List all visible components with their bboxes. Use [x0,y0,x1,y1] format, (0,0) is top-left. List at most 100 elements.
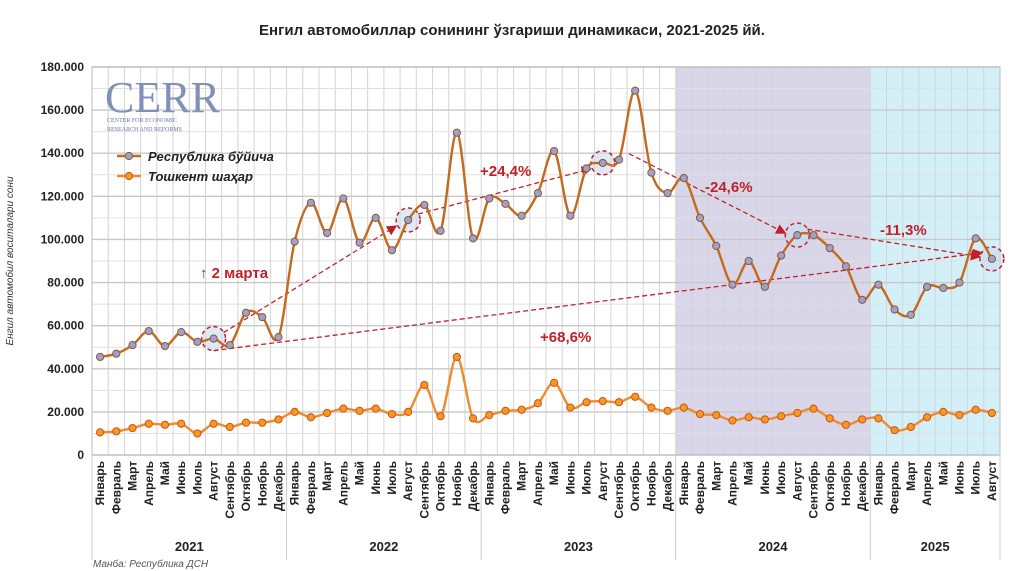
legend-marker [124,171,134,181]
data-point [971,234,980,243]
data-point [323,228,332,238]
trend-arrow [628,153,787,234]
data-point [112,349,121,358]
data-point [922,282,932,291]
x-tick-label: Декабрь [271,461,285,511]
data-point [712,411,721,420]
data-point [695,213,705,222]
data-point [387,409,397,419]
x-tick-label: Февраль [888,461,902,514]
x-tick-label: Май [936,461,950,485]
x-tick-label: Апрель [142,461,156,506]
legend-marker [124,151,134,161]
data-point [468,414,478,423]
x-tick-label: Ноябрь [255,461,269,506]
data-point [566,211,575,220]
y-tick-label: 0 [77,448,84,462]
x-tick-label: Август [790,461,804,501]
x-tick-label: Июль [774,461,788,495]
x-tick-label: Апрель [920,461,934,506]
x-tick-label: Декабрь [466,461,480,511]
data-point [160,420,170,429]
data-point [420,380,429,390]
data-point [550,146,559,156]
data-point [825,243,834,253]
x-tick-label: Март [126,461,140,491]
x-tick-label: Ноябрь [450,461,464,506]
x-tick-label: Сентябрь [807,461,821,519]
x-tick-label: Март [709,461,723,491]
data-point [468,234,478,243]
data-point [290,237,299,246]
data-point [387,246,397,255]
data-point [274,415,283,424]
data-point [96,428,105,437]
data-point [582,164,591,173]
data-point [404,407,413,416]
data-point [939,283,948,293]
x-tick-label: Апрель [336,461,350,506]
x-tick-label: Июль [969,461,983,495]
y-tick-label: 100.000 [41,232,85,246]
annotation-label: -24,6% [705,179,753,196]
data-point [744,256,753,266]
trend-arrow [213,248,984,352]
data-point [906,310,915,319]
data-point [306,413,315,422]
data-point [728,416,737,425]
x-tick-label: Февраль [693,461,707,514]
x-tick-label: Апрель [725,461,739,506]
data-point [825,414,834,423]
y-tick-label: 140.000 [41,146,85,160]
data-point [987,408,996,418]
data-point [663,406,672,415]
data-point [306,198,315,207]
x-tick-label: Январь [93,461,107,505]
x-tick-label: Февраль [498,461,512,514]
x-tick-label: Июль [580,461,594,495]
x-tick-label: Январь [288,461,302,505]
data-point [355,406,364,415]
data-point [777,412,786,421]
trend-arrow [807,228,982,261]
year-label: 2025 [921,539,950,554]
y-axis-label: Енгил автомобил воситалари сони [4,176,16,346]
data-point [614,155,624,164]
y-tick-label: 80.000 [47,276,84,290]
y-tick-label: 20.000 [47,405,84,419]
x-tick-label: Октябрь [239,461,253,511]
data-point [323,408,332,418]
y-tick-label: 180.000 [41,60,85,74]
data-point [679,173,688,183]
data-point [193,429,202,438]
data-point [355,238,364,247]
data-point [809,404,818,413]
x-tick-label: Июнь [563,461,577,495]
data-point [728,280,737,289]
data-point [452,128,461,137]
data-point [793,408,802,418]
data-point [906,422,915,432]
data-point [241,308,251,317]
data-point [712,241,721,251]
data-point [679,403,688,412]
data-point [631,86,640,95]
x-tick-label: Июль [190,461,204,495]
x-tick-label: Август [207,461,221,501]
data-point [517,211,526,220]
data-point [436,412,445,421]
x-tick-label: Июнь [174,461,188,495]
x-tick-label: Октябрь [434,461,448,511]
x-tick-label: Январь [871,461,885,505]
x-tick-label: Июнь [758,461,772,495]
data-point [955,278,964,287]
x-tick-label: Ноябрь [644,461,658,506]
source-note: Манба: Республика ДСН [93,558,209,570]
data-point [241,418,251,427]
data-point [777,251,786,260]
data-point [290,407,299,416]
data-point [404,215,413,225]
data-point [533,189,542,198]
data-point [760,415,769,424]
legend-label: Республика бўйича [148,149,274,164]
